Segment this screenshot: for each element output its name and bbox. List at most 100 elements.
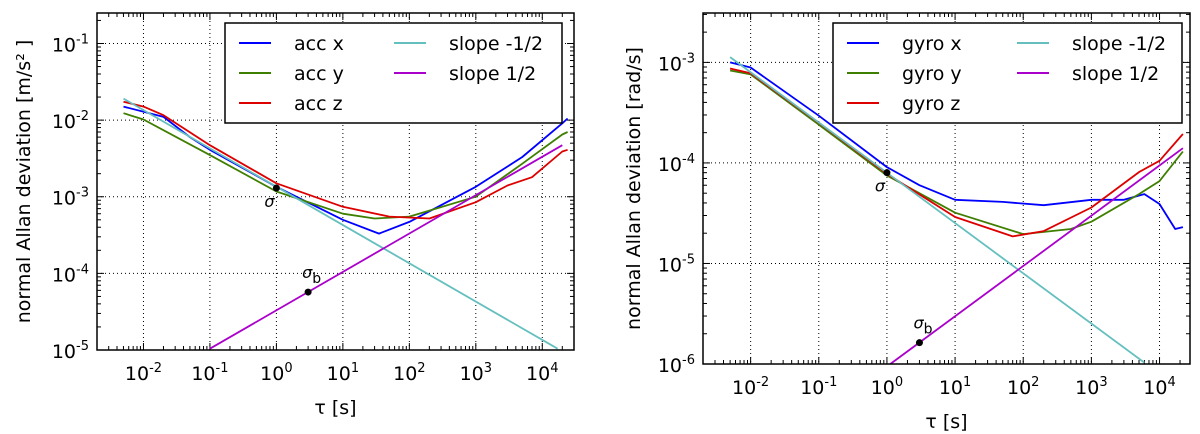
legend: acc x acc y acc z slope -1/2 slope 1/2	[224, 22, 563, 124]
x-tick-label: 101	[939, 375, 971, 399]
tick-base: 10	[658, 154, 682, 176]
x-tick-label: 103	[460, 361, 492, 385]
axes-frame	[96, 12, 575, 351]
legend-label: acc x	[294, 33, 344, 55]
tick-base: 10	[800, 377, 824, 399]
series-line-acc-y	[123, 112, 568, 220]
tick-base: 10	[260, 363, 284, 385]
x-axis-label: τ [s]	[314, 397, 356, 419]
y-tick-label: 10-2	[52, 109, 89, 133]
x-tick-label: 101	[327, 361, 359, 385]
tick-base: 10	[732, 377, 756, 399]
tick-exponent: -6	[682, 353, 695, 368]
annotation-point	[915, 339, 923, 347]
series-line-slope-1-2	[123, 97, 559, 350]
y-tick-label: 10-5	[658, 252, 695, 276]
annotation-label: σ	[264, 192, 275, 211]
tick-exponent: 1	[963, 375, 971, 390]
annotation-symbol: σ	[875, 177, 886, 196]
y-tick-label: 10-1	[52, 32, 89, 56]
tick-base: 10	[658, 53, 682, 75]
x-tick-label: 10-2	[125, 361, 162, 385]
legend-label: acc y	[294, 63, 344, 85]
tick-exponent: -4	[682, 152, 695, 167]
annotation-label: σ	[875, 177, 886, 196]
legend: gyro x gyro y gyro z slope -1/2 slope 1/2	[832, 22, 1183, 124]
x-axis-label: τ [s]	[925, 411, 967, 433]
tick-base: 10	[52, 34, 76, 56]
tick-base: 10	[460, 363, 484, 385]
chart-panel-2: 10-2 10-1 100 101 102 103 10410-610-510-410-3σ…	[623, 12, 1191, 433]
tick-exponent: 1	[351, 361, 359, 376]
tick-exponent: 2	[1031, 375, 1039, 390]
annotation-label: σb	[913, 314, 932, 338]
tick-exponent: 3	[484, 361, 492, 376]
legend-box	[224, 22, 563, 124]
series-line-slope-1-2	[889, 147, 1184, 364]
x-tick-label: 104	[526, 361, 558, 385]
tick-exponent: -5	[76, 339, 89, 354]
legend-label: gyro y	[902, 63, 962, 85]
legend-label: acc z	[294, 93, 343, 115]
series-line-slope-1-2	[729, 56, 1145, 364]
tick-base: 10	[658, 254, 682, 276]
tick-exponent: -3	[76, 186, 89, 201]
y-axis-label: normal Allan deviation [m/s² ]	[13, 40, 35, 324]
y-tick-label: 10-5	[52, 339, 89, 363]
tick-exponent: 0	[895, 375, 903, 390]
annotation-point	[304, 288, 312, 296]
legend-box	[832, 22, 1183, 124]
x-tick-label: 102	[1007, 375, 1039, 399]
tick-base: 10	[52, 188, 76, 210]
legend-label: slope 1/2	[449, 63, 536, 85]
tick-base: 10	[871, 377, 895, 399]
tick-base: 10	[191, 363, 215, 385]
plot-area	[729, 56, 1184, 364]
legend-label: gyro x	[902, 33, 962, 55]
tick-base: 10	[52, 264, 76, 286]
tick-base: 10	[1075, 377, 1099, 399]
plot-area	[123, 97, 569, 350]
annotation-point	[272, 184, 280, 192]
y-tick-label: 10-3	[52, 186, 89, 210]
axes-frame	[702, 12, 1191, 365]
tick-base: 10	[52, 341, 76, 363]
tick-base: 10	[125, 363, 149, 385]
tick-exponent: -4	[76, 262, 89, 277]
annotation-subscript: b	[924, 322, 933, 338]
tick-exponent: -1	[76, 32, 89, 47]
annotation-symbol: σ	[913, 314, 924, 333]
annotation-point	[883, 169, 891, 177]
tick-exponent: 0	[284, 361, 292, 376]
x-tick-label: 102	[393, 361, 425, 385]
tick-exponent: -5	[682, 252, 695, 267]
tick-exponent: 3	[1099, 375, 1107, 390]
tick-exponent: -2	[76, 109, 89, 124]
y-axis-label: normal Allan deviation [rad/s]	[623, 47, 645, 330]
y-tick-label: 10-3	[658, 51, 695, 75]
tick-exponent: -2	[756, 375, 769, 390]
tick-exponent: -3	[682, 51, 695, 66]
tick-exponent: -1	[216, 361, 229, 376]
annotation-symbol: σ	[264, 192, 275, 211]
y-tick-label: 10-4	[52, 262, 89, 286]
x-tick-label: 100	[871, 375, 903, 399]
tick-exponent: -2	[149, 361, 162, 376]
tick-base: 10	[327, 363, 351, 385]
tick-base: 10	[939, 377, 963, 399]
tick-exponent: 4	[550, 361, 558, 376]
x-tick-label: 103	[1075, 375, 1107, 399]
tick-exponent: 4	[1167, 375, 1175, 390]
tick-exponent: -1	[824, 375, 837, 390]
tick-base: 10	[1007, 377, 1031, 399]
x-tick-label: 10-1	[800, 375, 837, 399]
series-line-slope-1-2	[209, 144, 563, 350]
series-line-gyro-x	[729, 61, 1184, 230]
tick-base: 10	[52, 111, 76, 133]
annotation-symbol: σ	[302, 263, 313, 282]
series-line-acc-z	[123, 100, 568, 220]
y-tick-label: 10-6	[658, 353, 695, 377]
tick-base: 10	[658, 355, 682, 377]
legend-label: slope -1/2	[1072, 33, 1166, 55]
